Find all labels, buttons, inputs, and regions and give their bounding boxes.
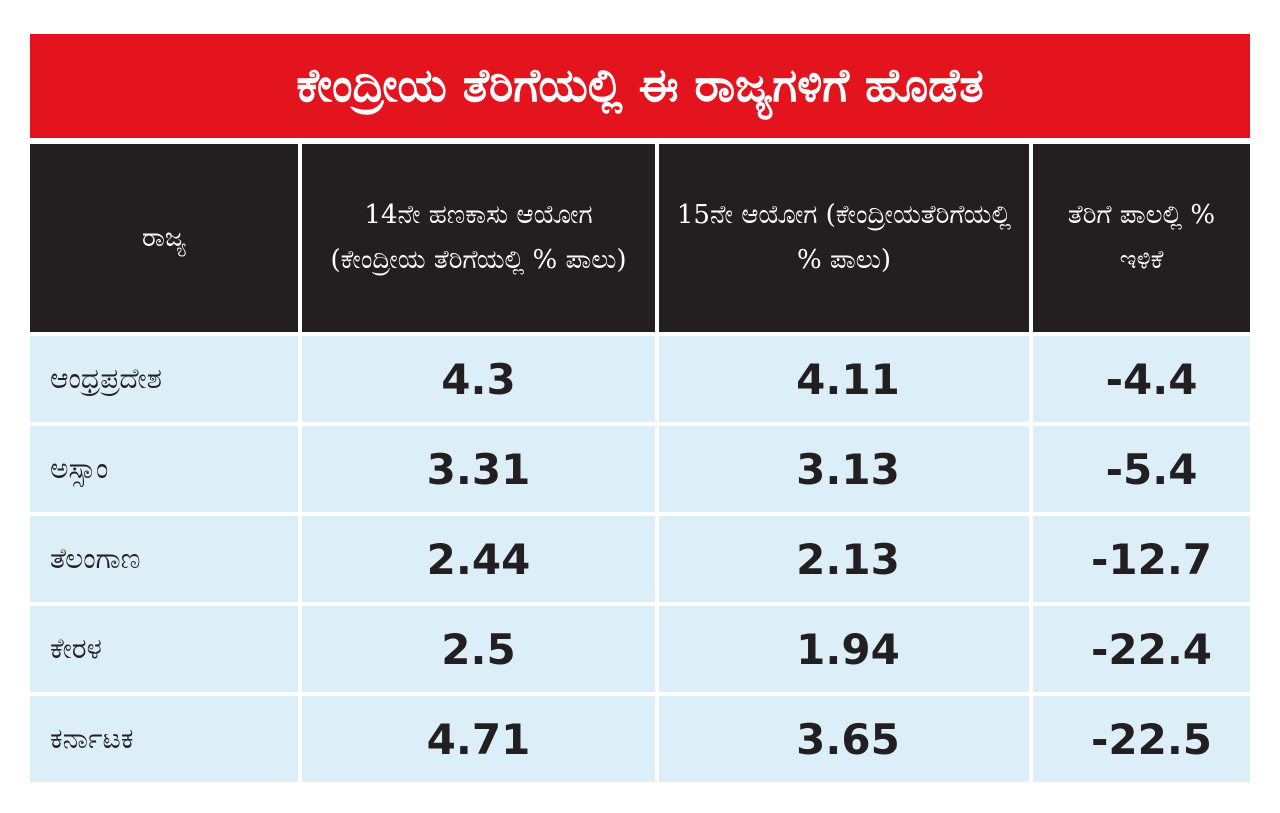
table-cell-15th: 4.11 xyxy=(659,336,1029,422)
column-header-share-decrease: ತೆರಿಗೆ ಪಾಲಲ್ಲಿ % ಇಳಿಕೆ xyxy=(1033,144,1250,332)
table-cell-decrease: -12.7 xyxy=(1033,516,1250,602)
table-cell-15th: 2.13 xyxy=(659,516,1029,602)
table-cell-decrease: -4.4 xyxy=(1033,336,1250,422)
table-cell-15th: 3.13 xyxy=(659,426,1029,512)
table-row-state: ತೆಲಂಗಾಣ xyxy=(30,516,298,602)
table-row-state: ಆಂಧ್ರಪ್ರದೇಶ xyxy=(30,336,298,422)
table-cell-15th: 1.94 xyxy=(659,606,1029,692)
table-cell-14th: 4.3 xyxy=(302,336,655,422)
table-cell-14th: 2.5 xyxy=(302,606,655,692)
table-row-state: ಅಸ್ಸಾಂ xyxy=(30,426,298,512)
table-row-state: ಕರ್ನಾಟಕ xyxy=(30,696,298,782)
page-title: ಕೇಂದ್ರೀಯ ತೆರಿಗೆಯಲ್ಲಿ ಈ ರಾಜ್ಯಗಳಿಗೆ ಹೊಡೆತ xyxy=(30,34,1250,138)
table-cell-15th: 3.65 xyxy=(659,696,1029,782)
column-header-15th-commission: 15ನೇ ಆಯೋಗ (ಕೇಂದ್ರೀಯತೆರಿಗೆಯಲ್ಲಿ % ಪಾಲು) xyxy=(659,144,1029,332)
table-cell-14th: 2.44 xyxy=(302,516,655,602)
data-table: ರಾಜ್ಯ 14ನೇ ಹಣಕಾಸು ಆಯೋಗ (ಕೇಂದ್ರೀಯ ತೆರಿಗೆಯ… xyxy=(30,144,1250,782)
table-cell-decrease: -22.5 xyxy=(1033,696,1250,782)
table-cell-14th: 4.71 xyxy=(302,696,655,782)
table-cell-decrease: -22.4 xyxy=(1033,606,1250,692)
column-header-state: ರಾಜ್ಯ xyxy=(30,144,298,332)
column-header-14th-commission: 14ನೇ ಹಣಕಾಸು ಆಯೋಗ (ಕೇಂದ್ರೀಯ ತೆರಿಗೆಯಲ್ಲಿ %… xyxy=(302,144,655,332)
table-row-state: ಕೇರಳ xyxy=(30,606,298,692)
table-cell-decrease: -5.4 xyxy=(1033,426,1250,512)
table-cell-14th: 3.31 xyxy=(302,426,655,512)
